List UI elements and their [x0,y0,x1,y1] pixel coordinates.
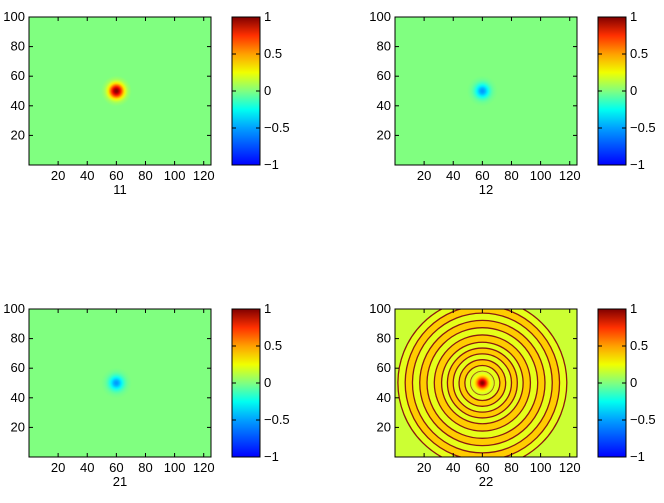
axes-box [394,16,578,166]
colorbar-gradient [597,308,627,458]
heatmap-peak [100,367,133,399]
colorbar-tick-label: 0 [264,83,271,98]
colorbar-tick-label: −0.5 [630,412,656,427]
y-tick-label: 100 [3,301,25,316]
colorbar-gradient [231,308,261,458]
x-tick-label: 20 [417,460,431,475]
x-axis-label: 22 [479,474,493,489]
colorbar-tick-label: −1 [264,157,279,172]
y-tick-label: 80 [11,39,25,54]
colorbar: 1 0.5 0 −0.5 −1 [597,9,656,172]
x-tick-label: 80 [504,460,518,475]
x-tick-label: 120 [559,460,581,475]
heatmap-peak [100,75,133,107]
x-tick-label: 100 [530,168,552,183]
x-tick-label: 100 [164,168,186,183]
axes-box [394,308,578,458]
x-axis-label: 11 [113,182,127,197]
colorbar-tick-label: 0 [630,83,637,98]
colorbar-tick-label: 0.5 [264,338,282,353]
y-tick-label: 40 [377,390,391,405]
y-tick-label: 20 [11,127,25,142]
x-tick-label: 120 [193,168,215,183]
y-tick-label: 40 [11,98,25,113]
x-tick-label: 80 [504,168,518,183]
x-tick-label: 40 [80,460,94,475]
x-tick-label: 120 [193,460,215,475]
y-tick-label: 100 [369,9,391,24]
axes-box [28,16,212,166]
heatmap-peak [466,75,499,107]
colorbar-tick-label: 0.5 [264,46,282,61]
x-tick-label: 60 [109,168,123,183]
x-tick-label: 40 [80,168,94,183]
colorbar-tick-label: −1 [630,449,645,464]
colorbar: 1 0.5 0 −0.5 −1 [597,301,656,464]
colorbar-tick-label: 0.5 [630,46,648,61]
x-tick-label: 40 [446,168,460,183]
y-tick-label: 80 [11,331,25,346]
y-tick-label: 80 [377,331,391,346]
y-tick-label: 60 [377,360,391,375]
colorbar-tick-label: 0.5 [630,338,648,353]
y-tick-label: 20 [377,127,391,142]
colorbar-tick-label: 1 [264,301,271,316]
x-tick-label: 80 [138,460,152,475]
heatmap-peak [470,370,495,396]
colorbar-tick-label: −0.5 [630,120,656,135]
y-tick-label: 60 [377,68,391,83]
y-tick-label: 40 [11,390,25,405]
colorbar-tick-label: 1 [264,9,271,24]
colorbar-tick-label: −0.5 [264,412,290,427]
heatmap-panel-12: 20 40 60 80 100 120 20 40 60 80 100 12 1 0.5 0 −0.5 −1 [369,9,655,197]
y-tick-label: 80 [377,39,391,54]
y-tick-label: 60 [11,360,25,375]
axes-box [28,308,212,458]
y-tick-label: 20 [377,419,391,434]
x-axis-label: 12 [479,182,493,197]
x-tick-label: 60 [475,460,489,475]
x-tick-label: 80 [138,168,152,183]
heatmap-panel-21: 20 40 60 80 100 120 20 40 60 80 100 21 1 0.5 0 −0.5 −1 [3,301,289,489]
colorbar-tick-label: −1 [264,449,279,464]
x-tick-label: 20 [51,460,65,475]
colorbar-tick-label: 1 [630,9,637,24]
x-tick-label: 60 [109,460,123,475]
y-tick-label: 100 [3,9,25,24]
colorbar-tick-label: 0 [264,375,271,390]
colorbar-tick-label: −0.5 [264,120,290,135]
y-tick-label: 40 [377,98,391,113]
x-tick-label: 120 [559,168,581,183]
colorbar-tick-label: 1 [630,301,637,316]
colorbar: 1 0.5 0 −0.5 −1 [231,9,290,172]
heatmap-panel-22: 20 40 60 80 100 120 20 40 60 80 100 22 1 0.5 0 −0.5 −1 [369,301,656,489]
x-tick-label: 100 [164,460,186,475]
x-tick-label: 60 [475,168,489,183]
colorbar-gradient [597,16,627,166]
x-axis-label: 21 [113,474,127,489]
y-tick-label: 20 [11,419,25,434]
x-tick-label: 20 [417,168,431,183]
y-tick-label: 100 [369,301,391,316]
colorbar-tick-label: 0 [630,375,637,390]
colorbar-tick-label: −1 [630,157,645,172]
x-tick-label: 100 [530,460,552,475]
x-tick-label: 20 [51,168,65,183]
colorbar-gradient [231,16,261,166]
y-tick-label: 60 [11,68,25,83]
x-tick-label: 40 [446,460,460,475]
colorbar: 1 0.5 0 −0.5 −1 [231,301,290,464]
